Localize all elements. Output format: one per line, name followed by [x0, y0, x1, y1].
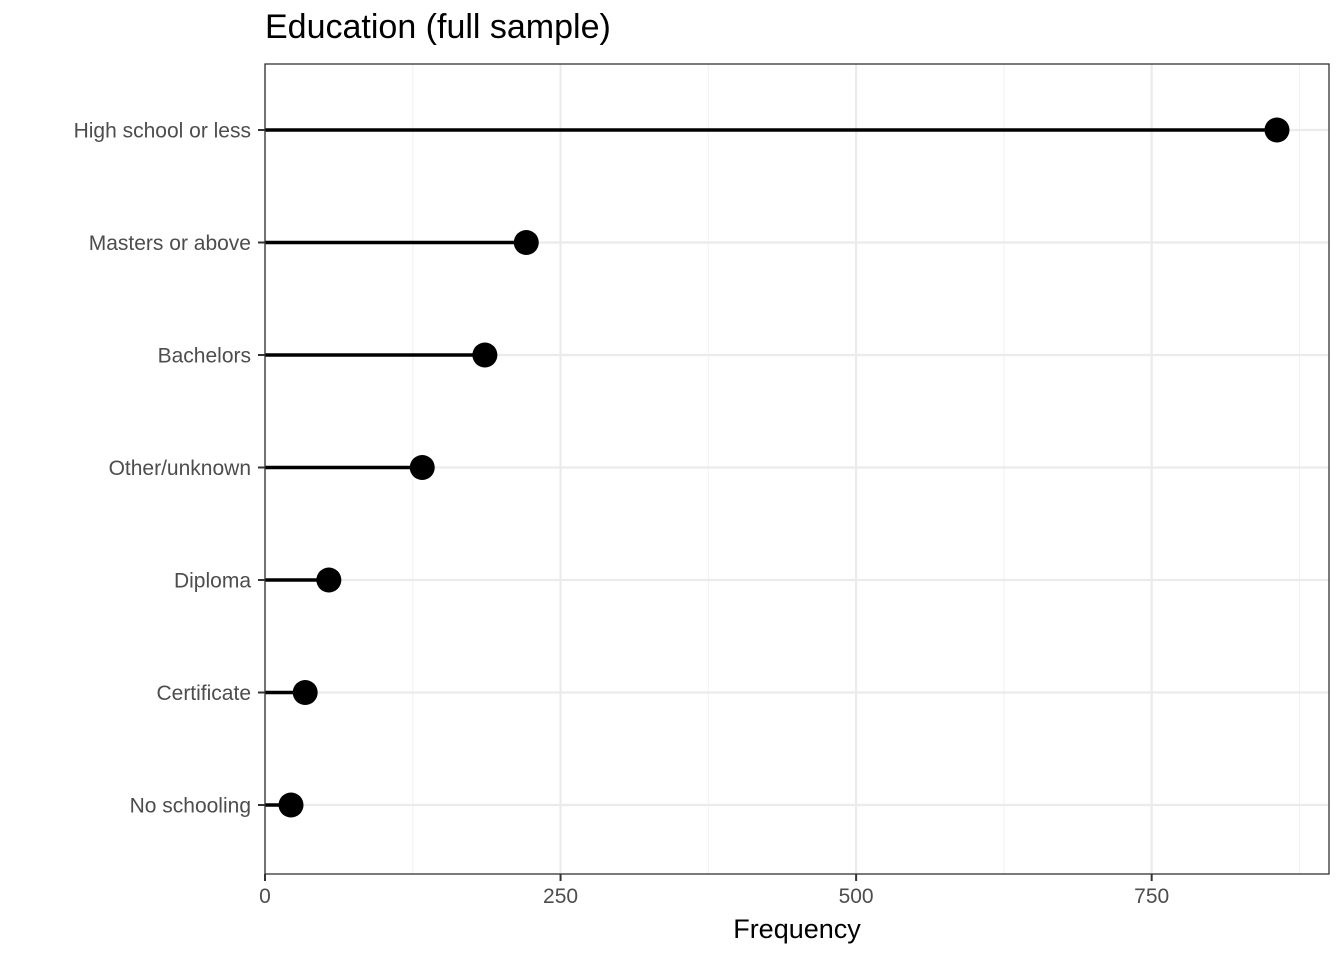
lollipop-points — [278, 117, 1290, 818]
y-tick-label: Diploma — [174, 570, 251, 593]
lollipop-point — [1264, 117, 1290, 143]
chart-title: Education (full sample) — [265, 8, 611, 46]
lollipop-point — [472, 342, 498, 368]
panel-border — [264, 63, 1330, 875]
y-axis: High school or less Masters or above Bache… — [74, 120, 265, 818]
x-tick-label: 750 — [1134, 885, 1169, 908]
lollipop-point — [278, 792, 304, 818]
lollipop-point — [513, 230, 539, 255]
y-tick-label: No schooling — [130, 795, 251, 818]
y-tick-label: Bachelors — [158, 345, 251, 368]
x-axis: 0 250 500 750 — [259, 874, 1169, 908]
y-tick-label: High school or less — [74, 120, 251, 143]
lollipop-point — [409, 455, 435, 480]
y-tick-label: Masters or above — [89, 232, 251, 255]
x-axis-title: Frequency — [733, 914, 861, 944]
lollipop-point — [292, 680, 318, 705]
lollipop-point — [316, 567, 342, 593]
y-tick-label: Other/unknown — [109, 457, 251, 480]
x-tick-label: 250 — [543, 885, 578, 908]
x-tick-label: 0 — [259, 885, 271, 908]
y-tick-label: Certificate — [156, 682, 251, 705]
x-tick-label: 500 — [839, 885, 874, 908]
